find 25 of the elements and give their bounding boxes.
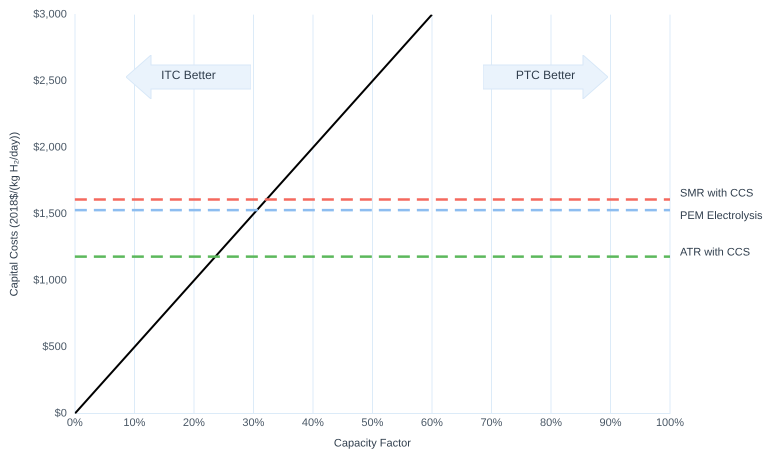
y-axis-title: Capital Costs (2018$/(kg H₂/day))	[8, 132, 21, 296]
y-tick-label: $500	[42, 341, 67, 354]
x-tick-label: 90%	[599, 417, 622, 430]
y-tick-label: $1,500	[33, 208, 67, 220]
x-tick-label: 30%	[242, 417, 265, 430]
y-tick-label: $2,500	[33, 75, 67, 88]
ref-line-label: PEM Electrolysis	[680, 210, 764, 222]
annotation: PTC Better	[514, 68, 576, 82]
y-tick-label: $2,000	[33, 142, 67, 154]
x-tick-label: 100%	[656, 417, 684, 430]
ref-line-label: ATR with CCS	[680, 246, 750, 259]
annotation: ITC Better	[160, 68, 217, 82]
x-tick-label: 0%	[66, 417, 84, 430]
x-tick-label: 60%	[420, 417, 444, 430]
y-tick-label: $0	[54, 408, 67, 420]
x-tick-label: 40%	[302, 417, 324, 430]
x-tick-label: 70%	[480, 417, 503, 430]
y-tick-label: $3,000	[33, 8, 67, 21]
ref-line-label: SMR with CCS	[680, 188, 754, 200]
x-tick-label: 50%	[361, 417, 384, 430]
x-axis-title: Capacity Factor	[334, 437, 412, 450]
x-tick-label: 80%	[540, 417, 562, 430]
x-tick-label: 10%	[123, 417, 146, 430]
y-tick-label: $1,000	[33, 274, 67, 287]
x-tick-label: 20%	[182, 417, 206, 430]
